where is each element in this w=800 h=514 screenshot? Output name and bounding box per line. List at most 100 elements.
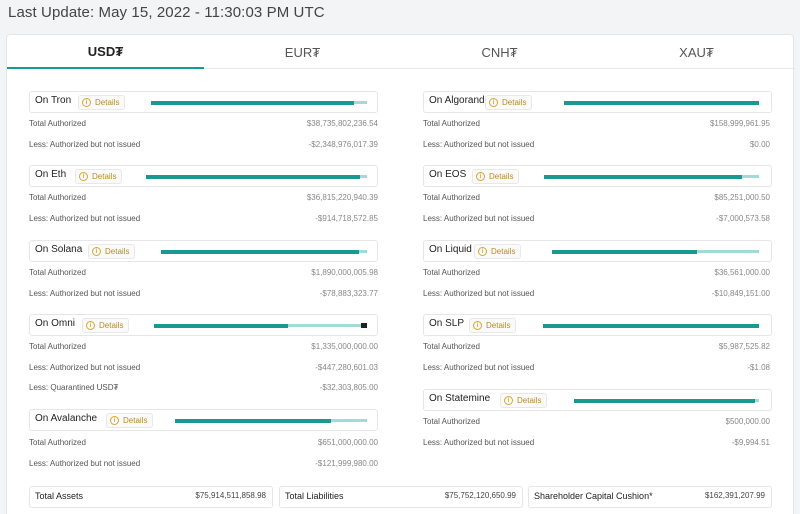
issuance-bar-omni (154, 323, 367, 328)
chain-name: On Omni (35, 318, 76, 329)
details-button-eth[interactable]: i Details (75, 169, 123, 184)
not-issued-value: -$2,348,976,017.39 (308, 140, 378, 149)
info-icon: i (478, 247, 487, 256)
issued-fill (564, 100, 759, 105)
total-authorized-value: $36,561,000.00 (714, 268, 770, 277)
total-authorized-label: Total Authorized (29, 438, 86, 447)
total-authorized-label: Total Authorized (423, 417, 480, 426)
total-assets-box: Total Assets $75,914,511,858.98 (29, 486, 273, 508)
not-issued-value: -$121,999,980.00 (315, 459, 378, 468)
not-issued-value: -$1.08 (747, 363, 770, 372)
issued-fill (544, 174, 742, 179)
tab-xaut[interactable]: XAU₮ (679, 44, 714, 60)
currency-tabs: USD₮ EUR₮ CNH₮ XAU₮ (7, 35, 795, 69)
details-button-solana[interactable]: i Details (88, 244, 136, 259)
total-authorized-value: $651,000,000.00 (317, 438, 378, 447)
issued-fill (543, 323, 759, 328)
info-icon: i (86, 321, 95, 330)
issued-fill (161, 249, 359, 254)
chain-row-slp: On SLP i Details (423, 314, 772, 336)
details-button-eos[interactable]: i Details (472, 169, 520, 184)
not-issued-label: Less: Authorized but not issued (423, 363, 535, 372)
chain-name: On Tron (35, 95, 72, 106)
total-authorized-label: Total Authorized (29, 268, 86, 277)
info-icon: i (489, 98, 498, 107)
total-authorized-value: $158,999,961.95 (709, 119, 770, 128)
details-label: Details (486, 321, 511, 330)
not-issued-value: -$10,849,151.00 (711, 289, 770, 298)
chain-name: On Algorand (429, 95, 485, 106)
total-authorized-label: Total Authorized (423, 193, 480, 202)
total-authorized-label: Total Authorized (29, 342, 86, 351)
chain-name: On Avalanche (35, 413, 98, 424)
capital-cushion-value: $162,391,207.99 (704, 491, 765, 500)
total-liabilities-label: Total Liabilities (285, 491, 344, 501)
info-icon: i (110, 416, 119, 425)
details-label: Details (502, 98, 527, 107)
tab-cnht[interactable]: CNH₮ (481, 44, 518, 60)
not-issued-value: -$447,280,601.03 (315, 363, 378, 372)
total-authorized-value: $38,735,802,236.54 (306, 119, 378, 128)
details-button-statemine[interactable]: i Details (500, 393, 548, 408)
not-issued-label: Less: Authorized but not issued (29, 214, 141, 223)
total-authorized-label: Total Authorized (423, 268, 480, 277)
info-icon: i (473, 321, 482, 330)
total-assets-label: Total Assets (35, 491, 84, 501)
info-icon: i (79, 172, 88, 181)
issuance-bar-statemine (574, 398, 759, 403)
issuance-bar-liquid (552, 249, 759, 254)
details-label: Details (92, 172, 117, 181)
chain-row-statemine: On Statemine i Details (423, 389, 772, 411)
issued-fill (154, 323, 289, 328)
total-authorized-value: $1,890,000,005.98 (311, 268, 378, 277)
not-issued-label: Less: Authorized but not issued (423, 438, 535, 447)
details-label: Details (95, 98, 120, 107)
info-icon: i (82, 98, 91, 107)
chain-name: On Solana (35, 244, 83, 255)
total-assets-value: $75,914,511,858.98 (195, 491, 266, 500)
chain-name: On Eth (35, 169, 67, 180)
total-authorized-value: $1,335,000,000.00 (311, 342, 378, 351)
chain-row-algorand: On Algorand i Details (423, 91, 772, 113)
not-issued-value: -$914,718,572.85 (315, 214, 378, 223)
quarantined-label: Less: Quarantined USD₮ (29, 383, 119, 392)
details-button-avalanche[interactable]: i Details (106, 413, 154, 428)
reserves-card: USD₮ EUR₮ CNH₮ XAU₮ On Tron i Details To… (6, 34, 795, 514)
details-label: Details (123, 416, 148, 425)
details-button-tron[interactable]: i Details (78, 95, 126, 110)
details-button-liquid[interactable]: i Details (474, 244, 522, 259)
total-authorized-label: Total Authorized (423, 342, 480, 351)
not-issued-label: Less: Authorized but not issued (29, 363, 141, 372)
issuance-bar-tron (151, 100, 367, 105)
tab-eurt[interactable]: EUR₮ (284, 44, 321, 60)
total-authorized-value: $36,815,220,940.39 (306, 193, 378, 202)
issuance-bar-eos (544, 174, 759, 179)
total-authorized-value: $500,000.00 (725, 417, 771, 426)
details-button-slp[interactable]: i Details (469, 318, 517, 333)
total-authorized-label: Total Authorized (29, 193, 86, 202)
chain-name: On Liquid (429, 244, 472, 255)
chain-name: On SLP (429, 318, 465, 329)
tab-usdt[interactable]: USD₮ (7, 35, 204, 69)
details-label: Details (105, 247, 130, 256)
issuance-bar-eth (146, 174, 367, 179)
details-button-omni[interactable]: i Details (82, 318, 130, 333)
not-issued-label: Less: Authorized but not issued (29, 459, 141, 468)
issuance-bar-solana (161, 249, 367, 254)
issued-fill (146, 174, 361, 179)
capital-cushion-label: Shareholder Capital Cushion* (534, 491, 653, 501)
issued-fill (552, 249, 697, 254)
details-label: Details (489, 172, 514, 181)
not-issued-value: -$9,994.51 (731, 438, 770, 447)
not-issued-value: -$7,000,573.58 (716, 214, 770, 223)
info-icon: i (504, 396, 513, 405)
chain-row-avalanche: On Avalanche i Details (29, 409, 378, 431)
not-issued-label: Less: Authorized but not issued (423, 214, 535, 223)
issuance-bar-algorand (564, 100, 759, 105)
last-update-text: Last Update: May 15, 2022 - 11:30:03 PM … (8, 4, 325, 21)
not-issued-label: Less: Authorized but not issued (29, 289, 141, 298)
chain-name: On Statemine (429, 393, 491, 404)
total-authorized-value: $5,987,525.82 (718, 342, 770, 351)
details-button-algorand[interactable]: i Details (485, 95, 533, 110)
chain-name: On EOS (429, 169, 467, 180)
